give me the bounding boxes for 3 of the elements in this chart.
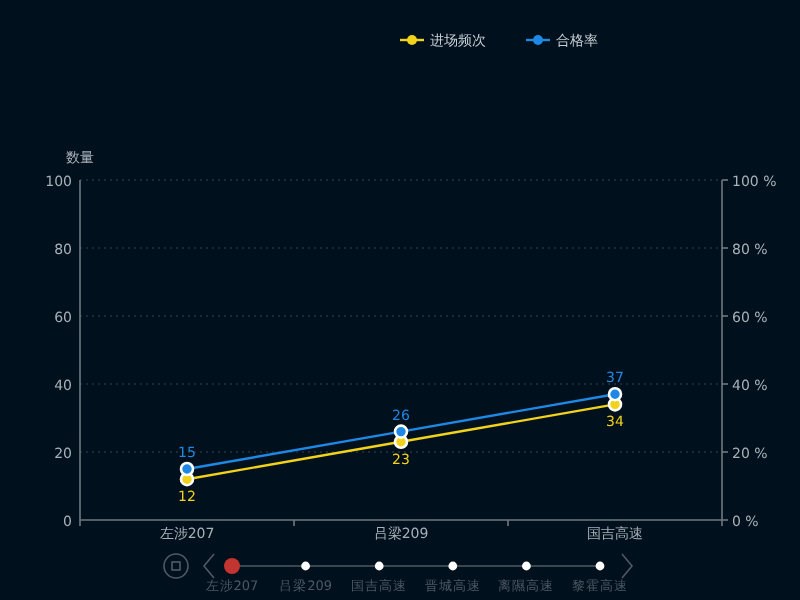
point <box>179 461 195 477</box>
point <box>393 424 409 439</box>
point <box>607 386 623 402</box>
